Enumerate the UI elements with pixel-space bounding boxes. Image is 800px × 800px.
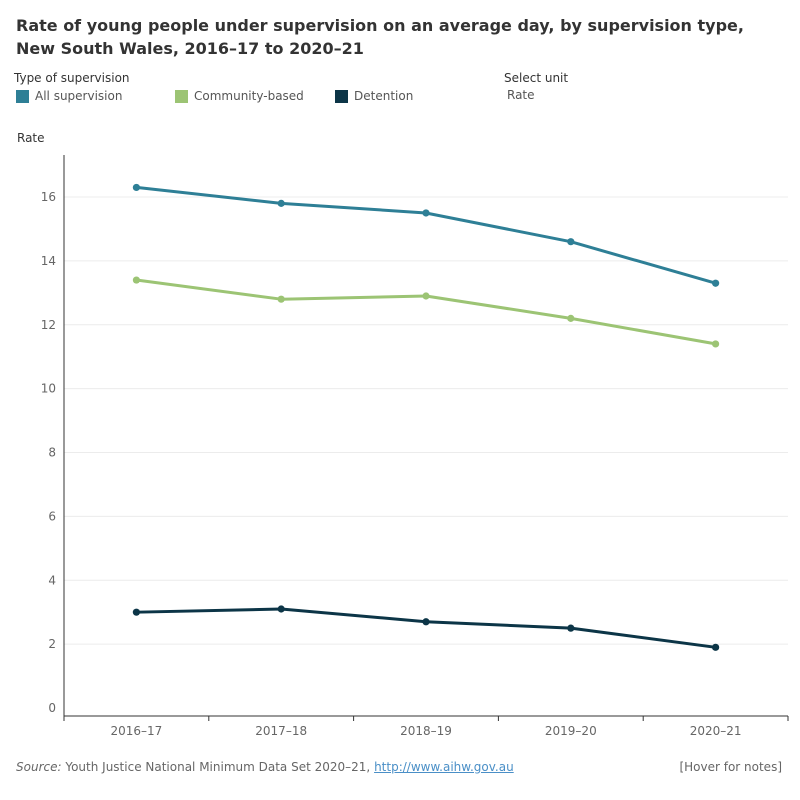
unit-selector-label: Select unit — [504, 71, 569, 85]
x-tick-label: 2020–21 — [690, 724, 742, 738]
legend-swatch-community-based — [175, 89, 188, 103]
data-point-detention[interactable] — [277, 605, 285, 613]
data-point-detention[interactable] — [132, 608, 140, 616]
data-point-community-based[interactable] — [712, 340, 720, 348]
axes — [63, 155, 789, 721]
source-note: Source: Youth Justice National Minimum D… — [16, 760, 514, 774]
x-tick-label: 2018–19 — [400, 724, 452, 738]
legend-swatch-all-supervision — [16, 89, 29, 103]
y-axis-title: Rate — [17, 131, 45, 145]
legend-label-community-based: Community-based — [194, 89, 304, 103]
data-point-all-supervision[interactable] — [132, 183, 140, 192]
gridlines — [64, 196, 788, 645]
y-tick-label: 0 — [48, 701, 56, 715]
y-tick-label: 2 — [48, 637, 56, 651]
legend-label-all-supervision: All supervision — [35, 89, 123, 103]
series-line-all-supervision[interactable] — [134, 185, 718, 285]
legend-item-detention[interactable]: Detention — [335, 89, 413, 103]
unit-selector[interactable]: Rate — [507, 88, 535, 102]
y-tick-label: 10 — [41, 382, 56, 396]
data-point-community-based[interactable] — [567, 314, 575, 322]
data-point-community-based[interactable] — [132, 276, 140, 284]
tick-labels: 0 2 4 6 8 10 12 14 16 2016–17 2017–18 2018–19 2019–2… — [41, 190, 742, 738]
y-tick-label: 8 — [48, 446, 56, 460]
series-line-community-based[interactable] — [134, 278, 718, 346]
data-point-detention[interactable] — [567, 624, 575, 632]
y-tick-label: 16 — [41, 190, 56, 204]
data-point-detention[interactable] — [712, 643, 720, 651]
x-tick-label: 2016–17 — [110, 724, 162, 738]
series-lines — [132, 183, 720, 651]
legend-item-all-supervision[interactable]: All supervision — [16, 89, 122, 103]
legend-title: Type of supervision — [14, 71, 130, 85]
data-point-all-supervision[interactable] — [712, 279, 720, 287]
data-point-detention[interactable] — [422, 618, 430, 626]
x-tick-label: 2017–18 — [255, 724, 307, 738]
source-label: Source: — [16, 760, 62, 774]
legend-item-community-based[interactable]: Community-based — [175, 89, 304, 103]
hover-notes-button[interactable]: [Hover for notes] — [679, 760, 782, 774]
y-tick-label: 14 — [41, 254, 56, 268]
series-line-detention[interactable] — [134, 607, 718, 649]
y-tick-label: 12 — [41, 318, 56, 332]
legend-swatch-detention — [335, 89, 348, 103]
legend-label-detention: Detention — [354, 89, 414, 103]
source-text: Youth Justice National Minimum Data Set … — [61, 760, 375, 774]
y-tick-label: 6 — [48, 509, 56, 523]
data-point-community-based[interactable] — [422, 292, 430, 300]
chart-title: Rate of young people under supervision o… — [16, 16, 744, 58]
x-tick-label: 2019–20 — [545, 724, 597, 738]
data-point-all-supervision[interactable] — [567, 238, 575, 246]
data-point-community-based[interactable] — [277, 295, 285, 303]
data-point-all-supervision[interactable] — [277, 199, 285, 207]
source-link[interactable]: http://www.aihw.gov.au — [374, 760, 514, 774]
data-point-all-supervision[interactable] — [422, 209, 430, 217]
y-tick-label: 4 — [48, 573, 56, 587]
